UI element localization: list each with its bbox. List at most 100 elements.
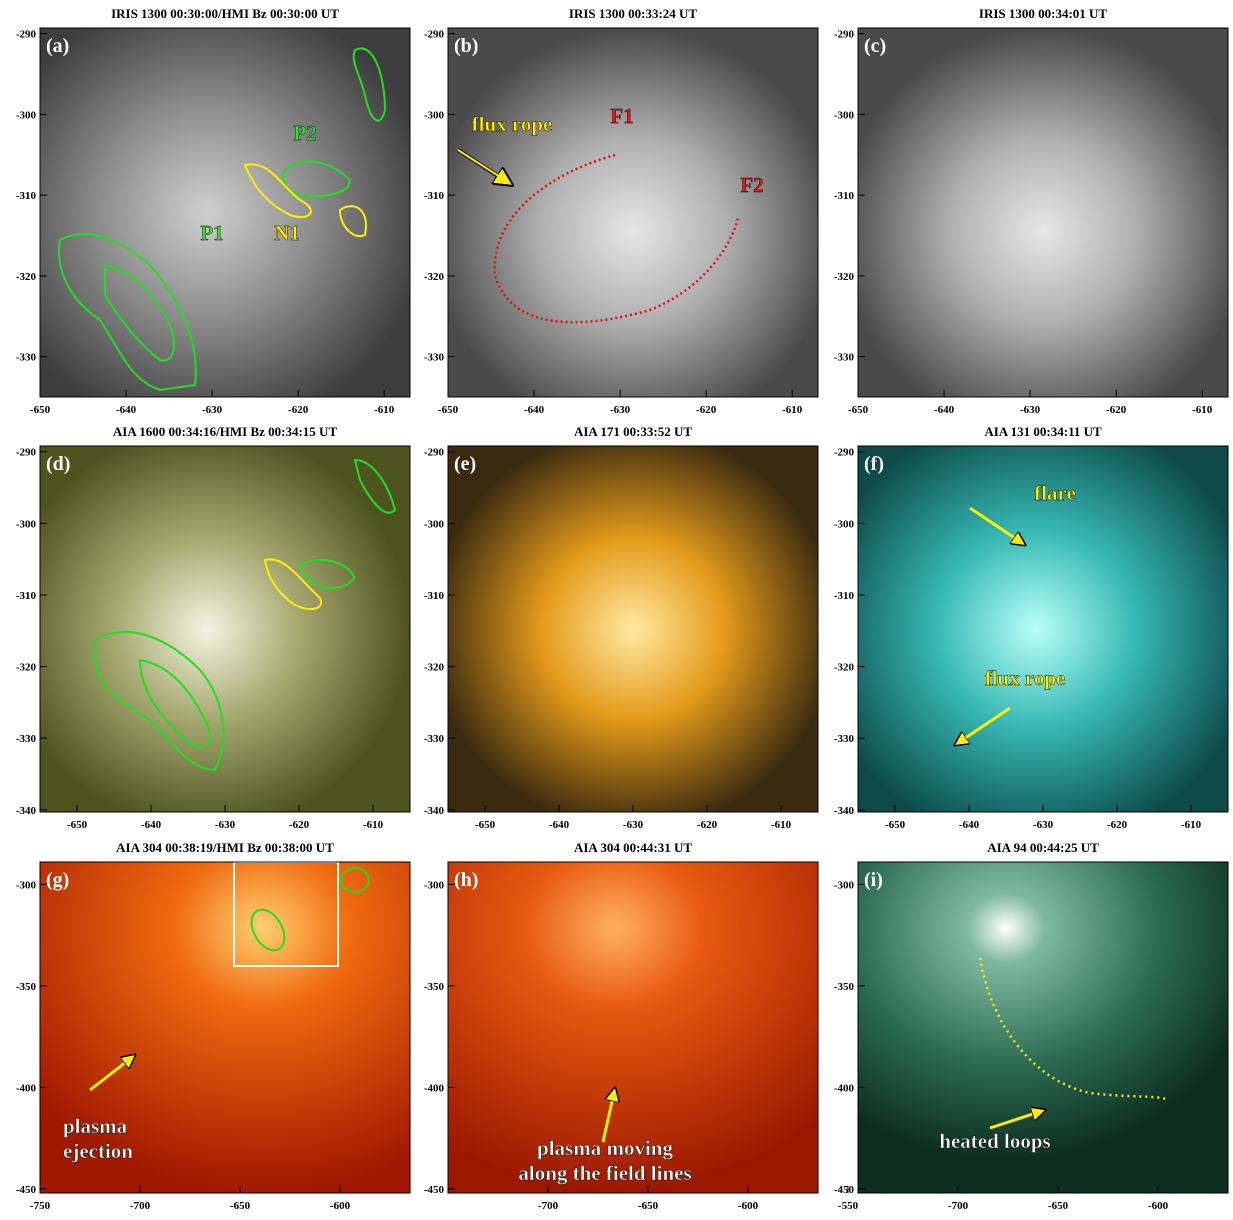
annotation: plasma moving xyxy=(537,1136,673,1160)
panel-label: (d) xyxy=(46,453,70,475)
x-tick-label: -650 xyxy=(475,819,496,831)
y-tick-label: -320 xyxy=(834,662,855,674)
x-tick-label: -610 xyxy=(782,404,803,416)
x-tick-label: -620 xyxy=(1106,404,1127,416)
annotation: P1 xyxy=(200,221,223,245)
panel-title: IRIS 1300 00:33:24 UT xyxy=(569,6,698,21)
y-tick-label: -300 xyxy=(834,518,855,530)
y-tick-label: -300 xyxy=(424,109,445,121)
annotation: ejection xyxy=(63,1139,133,1163)
panel-title: AIA 131 00:34:11 UT xyxy=(984,424,1102,439)
panel-image xyxy=(858,28,1228,397)
x-tick-label: -600 xyxy=(1148,1200,1169,1212)
x-tick-label: -620 xyxy=(288,404,309,416)
panel-image xyxy=(448,446,818,812)
y-tick-label: -340 xyxy=(424,805,445,817)
panel-label: (e) xyxy=(454,453,476,475)
annotation: along the field lines xyxy=(518,1161,691,1185)
y-tick-label: -300 xyxy=(16,109,37,121)
x-tick-label: -620 xyxy=(697,819,718,831)
y-tick-label: -400 xyxy=(424,1082,445,1094)
x-tick-label: -610 xyxy=(1192,404,1213,416)
panel-image xyxy=(40,446,410,812)
y-tick-label: -350 xyxy=(834,981,855,993)
x-tick-label: -650 xyxy=(67,819,88,831)
y-tick-label: -290 xyxy=(16,29,37,41)
y-tick-label: -340 xyxy=(16,805,37,817)
y-tick-label: -330 xyxy=(424,352,445,364)
x-tick-label: -650 xyxy=(30,404,51,416)
y-tick-label: -300 xyxy=(424,518,445,530)
x-tick-label: -630 xyxy=(1020,404,1041,416)
x-tick-label: -630 xyxy=(623,819,644,831)
x-tick-label: -610 xyxy=(1181,819,1202,831)
x-tick-label: -640 xyxy=(141,819,162,831)
x-tick-label: -650 xyxy=(638,1200,659,1212)
panel-label: (f) xyxy=(864,453,884,475)
y-tick-label: -290 xyxy=(424,29,445,41)
y-tick-label: -300 xyxy=(424,879,445,891)
panel-label: (g) xyxy=(46,869,69,891)
y-tick-label: -330 xyxy=(834,352,855,364)
y-tick-label: -320 xyxy=(424,662,445,674)
x-tick-label: -640 xyxy=(959,819,980,831)
panel-label: (i) xyxy=(864,869,883,891)
y-tick-label: -320 xyxy=(424,271,445,283)
x-tick-label: -640 xyxy=(524,404,545,416)
annotation: flux rope xyxy=(985,666,1066,690)
y-tick-label: -400 xyxy=(16,1082,37,1094)
x-tick-label: -600 xyxy=(330,1200,351,1212)
panel-label: (b) xyxy=(454,35,478,57)
y-tick-label: -320 xyxy=(834,271,855,283)
panel-title: AIA 94 00:44:25 UT xyxy=(987,840,1099,855)
annotation: plasma xyxy=(63,1114,128,1138)
x-tick-label: -620 xyxy=(289,819,310,831)
panel-title: AIA 171 00:33:52 UT xyxy=(574,424,692,439)
y-tick-label: -290 xyxy=(16,447,37,459)
x-tick-label: -620 xyxy=(1107,819,1128,831)
panel-label: (c) xyxy=(864,35,886,57)
annotation: flare xyxy=(1034,481,1076,505)
x-tick-label: -640 xyxy=(934,404,955,416)
panel-title: AIA 304 00:38:19/HMI Bz 00:38:00 UT xyxy=(116,840,334,855)
panel-title: AIA 1600 00:34:16/HMI Bz 00:34:15 UT xyxy=(113,424,338,439)
x-tick-label: -640 xyxy=(549,819,570,831)
y-tick-label: -310 xyxy=(834,590,855,602)
y-tick-label: -300 xyxy=(16,879,37,891)
y-tick-label: -450 xyxy=(834,1184,855,1196)
panel-images xyxy=(40,28,1228,1193)
y-tick-label: -290 xyxy=(424,447,445,459)
panel-title: AIA 304 00:44:31 UT xyxy=(574,840,692,855)
x-tick-label: -650 xyxy=(230,1200,251,1212)
x-tick-label: -700 xyxy=(130,1200,151,1212)
x-tick-label: -630 xyxy=(215,819,236,831)
x-tick-label: -630 xyxy=(1033,819,1054,831)
annotation: P2 xyxy=(293,121,316,145)
annotation: F2 xyxy=(740,173,763,197)
x-tick-label: -640 xyxy=(116,404,137,416)
annotation: heated loops xyxy=(939,1129,1050,1153)
y-tick-label: -300 xyxy=(834,879,855,891)
x-tick-label: -610 xyxy=(771,819,792,831)
x-tick-label: -610 xyxy=(363,819,384,831)
x-tick-label: -650 xyxy=(1048,1200,1069,1212)
annotation: N1 xyxy=(274,221,300,245)
annotation: flux rope xyxy=(472,112,553,136)
figure: IRIS 1300 00:30:00/HMI Bz 00:30:00 UT(a)… xyxy=(0,0,1233,1220)
x-tick-label: -750 xyxy=(30,1200,51,1212)
x-tick-label: -630 xyxy=(610,404,631,416)
y-tick-label: -290 xyxy=(834,29,855,41)
y-tick-label: -310 xyxy=(424,590,445,602)
x-tick-label: -650 xyxy=(438,404,459,416)
y-tick-label: -300 xyxy=(834,109,855,121)
y-tick-label: -350 xyxy=(16,981,37,993)
y-tick-label: -310 xyxy=(834,190,855,202)
x-tick-label: -620 xyxy=(696,404,717,416)
y-tick-label: -310 xyxy=(16,590,37,602)
y-tick-label: -310 xyxy=(424,190,445,202)
panel-title: IRIS 1300 00:30:00/HMI Bz 00:30:00 UT xyxy=(111,6,339,21)
x-tick-label: -700 xyxy=(948,1200,969,1212)
panel-image xyxy=(40,28,410,397)
panel-label: (h) xyxy=(454,869,478,891)
y-tick-label: -290 xyxy=(834,447,855,459)
